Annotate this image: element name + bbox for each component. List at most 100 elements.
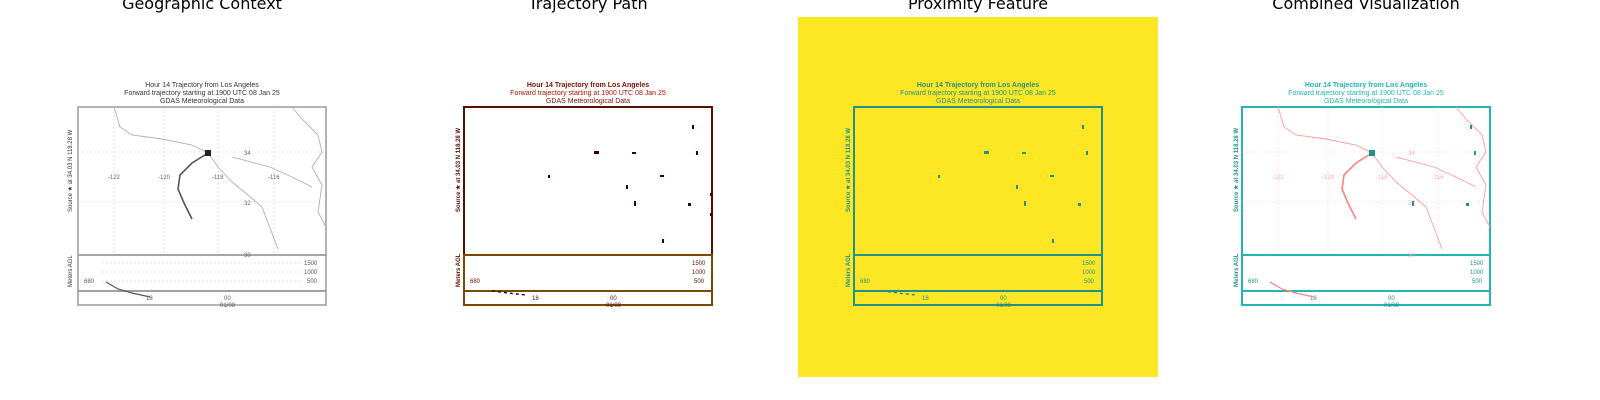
map-title-line3: GDAS Meteorological Data [936, 98, 1020, 105]
time-tick-00: 00 [1388, 296, 1395, 302]
height-tick-500: 500 [694, 279, 705, 285]
map-title-line2: Forward trajectory starting at 1900 UTC … [1288, 90, 1444, 97]
time-date-label: 01/09 [606, 303, 622, 309]
trajectory-fragment [696, 151, 698, 155]
lon-label-122: -122 [1272, 175, 1285, 181]
panel-title-proximity-feature: Proximity Feature [907, 0, 1049, 13]
lat-label-34: 34 [1408, 151, 1415, 157]
height-tick-1500: 1500 [1470, 261, 1484, 267]
lat-label-34: 34 [244, 151, 251, 157]
panel-title-combined-visualization: Combined Visualization [1272, 0, 1460, 13]
lon-label-120: -120 [1322, 175, 1335, 181]
source-axis-label: Source ★ at 34.03 N 118.28 W [455, 128, 462, 212]
trajectory-fragment [692, 125, 694, 129]
proximity-fragment [1016, 185, 1018, 189]
trajectory-fragment [660, 175, 664, 177]
height-tick-1500: 1500 [692, 261, 706, 267]
start-height-label: 680 [84, 279, 95, 285]
map-title-line2: Forward trajectory starting at 1900 UTC … [124, 90, 280, 97]
map-title-line3: GDAS Meteorological Data [546, 98, 630, 105]
trajectory-fragment [710, 193, 712, 196]
height-tick-500: 500 [307, 279, 318, 285]
source-axis-label: Source ★ at 34.03 N 118.28 W [1233, 128, 1240, 212]
source-marker [1369, 150, 1375, 156]
height-tick-1000: 1000 [1470, 270, 1484, 276]
map-title-line3: GDAS Meteorological Data [160, 98, 244, 105]
trajectory-fragment [688, 203, 691, 206]
height-tick-500: 500 [1472, 279, 1483, 285]
time-date-label: 01/09 [1384, 303, 1400, 309]
start-height-label: 680 [470, 279, 481, 285]
lon-label-120: -120 [158, 175, 171, 181]
proximity-fragment [1052, 239, 1054, 243]
height-tick-500: 500 [1084, 279, 1095, 285]
source-axis-label: Source ★ at 34.03 N 118.28 W [845, 128, 852, 212]
height-axis-label: Meters AGL [68, 255, 74, 287]
height-tick-1500: 1500 [1082, 261, 1096, 267]
height-tick-1000: 1000 [1082, 270, 1096, 276]
hysplit-map-geographic: Hour 14 Trajectory from Los Angeles Forw… [22, 17, 382, 377]
trajectory-fragment [710, 213, 712, 216]
lon-label-116: -116 [268, 175, 280, 181]
trajectory-fragment [634, 201, 636, 206]
time-date-label: 01/09 [996, 303, 1012, 309]
lon-label-118: -118 [1376, 175, 1388, 181]
time-tick-00: 00 [1000, 296, 1007, 302]
height-tick-1000: 1000 [304, 270, 318, 276]
time-tick-18: 18 [532, 296, 539, 302]
hysplit-map-proximity: Hour 14 Trajectory from Los Angeles Forw… [798, 17, 1158, 377]
lat-label-30: 30 [1408, 253, 1415, 259]
map-title-line1: Hour 14 Trajectory from Los Angeles [917, 82, 1039, 89]
lon-label-118: -118 [212, 175, 224, 181]
map-title-line2: Forward trajectory starting at 1900 UTC … [510, 90, 666, 97]
panel-combined-visualization: Hour 14 Trajectory from Los Angeles Forw… [1186, 17, 1546, 377]
proximity-fragment [1466, 203, 1469, 206]
proximity-fragment [1024, 201, 1026, 206]
height-axis-label: Meters AGL [456, 253, 462, 287]
lat-label-32: 32 [1408, 201, 1415, 207]
time-tick-00: 00 [610, 296, 617, 302]
proximity-fragment [1082, 125, 1084, 129]
time-tick-18: 18 [1310, 296, 1317, 302]
height-tick-1500: 1500 [304, 261, 318, 267]
proximity-fragment [1086, 151, 1088, 155]
panel-title-trajectory-path: Trajectory Path [528, 0, 648, 13]
height-profile-line [105, 281, 151, 298]
proximity-fragment [1050, 175, 1054, 177]
source-marker [205, 150, 211, 156]
height-tick-1000: 1000 [692, 270, 706, 276]
proximity-fragment [1078, 203, 1081, 206]
trajectory-line [177, 152, 209, 220]
height-axis-label: Meters AGL [1234, 253, 1240, 287]
proximity-fragment [1412, 201, 1414, 206]
trajectory-fragment [662, 239, 664, 243]
time-tick-18: 18 [922, 296, 929, 302]
source-axis-label: Source ★ at 34.03 N 118.28 W [67, 129, 74, 212]
trajectory-line [1341, 152, 1373, 220]
panel-geographic-context: Hour 14 Trajectory from Los Angeles Forw… [22, 17, 382, 377]
proximity-fragment [1470, 125, 1472, 129]
panel-trajectory-path: Hour 14 Trajectory from Los Angeles Forw… [408, 17, 768, 377]
trajectory-fragment [594, 151, 599, 154]
map-title-line1: Hour 14 Trajectory from Los Angeles [527, 82, 649, 89]
panel-title-geographic-context: Geographic Context [122, 0, 282, 13]
time-date-label: 01/09 [220, 303, 236, 309]
map-title-line1: Hour 14 Trajectory from Los Angeles [145, 82, 259, 89]
proximity-fragment [938, 175, 940, 178]
time-tick-18: 18 [146, 296, 153, 302]
hysplit-map-combined: Hour 14 Trajectory from Los Angeles Forw… [1186, 17, 1546, 377]
proximity-fragment [1474, 151, 1476, 155]
trajectory-fragment [632, 152, 636, 154]
map-title-line2: Forward trajectory starting at 1900 UTC … [900, 90, 1056, 97]
map-title-line1: Hour 14 Trajectory from Los Angeles [1305, 82, 1427, 89]
lat-label-32: 32 [244, 201, 251, 207]
proximity-fragment [984, 151, 989, 154]
lon-label-122: -122 [108, 175, 121, 181]
start-height-label: 680 [860, 279, 871, 285]
hysplit-map-trajectory: Hour 14 Trajectory from Los Angeles Forw… [408, 17, 768, 377]
lat-label-30: 30 [244, 253, 251, 259]
trajectory-fragment [626, 185, 628, 189]
time-tick-00: 00 [224, 296, 231, 302]
panel-proximity-feature: Hour 14 Trajectory from Los Angeles Forw… [798, 17, 1158, 377]
proximity-fragment [1022, 152, 1026, 154]
